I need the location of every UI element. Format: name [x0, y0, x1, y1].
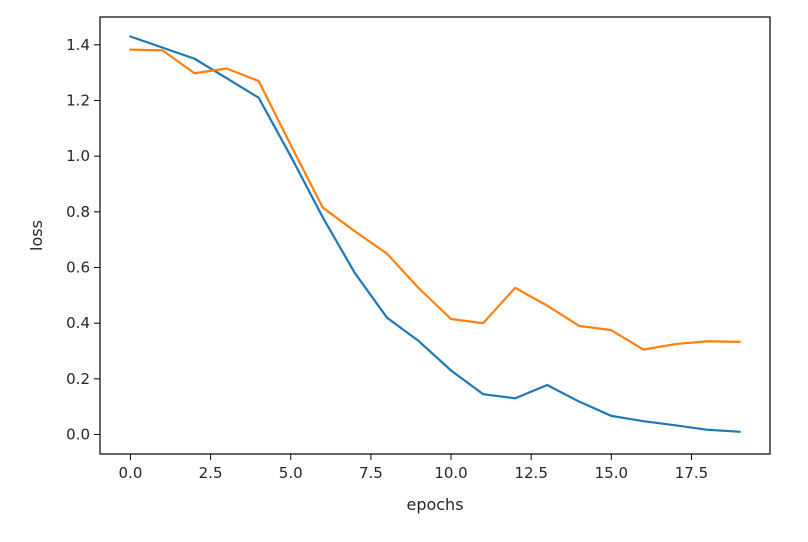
y-axis-label: loss — [27, 220, 46, 251]
y-tick-label: 0.6 — [66, 259, 90, 277]
y-tick-label: 1.0 — [66, 147, 90, 165]
x-tick-label: 15.0 — [595, 464, 628, 482]
x-tick-label: 2.5 — [199, 464, 223, 482]
y-tick-label: 1.2 — [66, 92, 90, 110]
y-tick-label: 0.0 — [66, 426, 90, 444]
y-tick-label: 1.4 — [66, 36, 90, 54]
x-tick-label: 17.5 — [675, 464, 708, 482]
series-line-1 — [129, 35, 741, 433]
y-ticks: 0.0 0.2 0.4 0.6 0.8 1.0 1.2 1.4 — [66, 36, 100, 444]
y-tick-label: 0.4 — [66, 314, 90, 332]
x-tick-label: 12.5 — [514, 464, 547, 482]
series-layer — [129, 35, 741, 433]
y-tick-label: 0.2 — [66, 370, 90, 388]
plot-frame — [99, 16, 771, 455]
x-tick-label: 0.0 — [119, 464, 143, 482]
x-axis-label: epochs — [406, 495, 463, 514]
x-tick-label: 7.5 — [359, 464, 383, 482]
x-tick-label: 10.0 — [434, 464, 467, 482]
x-tick-label: 5.0 — [279, 464, 303, 482]
series-line-2 — [129, 48, 741, 351]
x-ticks: 0.0 2.5 5.0 7.5 10.0 12.5 15.0 17.5 — [119, 454, 708, 482]
y-tick-label: 0.8 — [66, 203, 90, 221]
